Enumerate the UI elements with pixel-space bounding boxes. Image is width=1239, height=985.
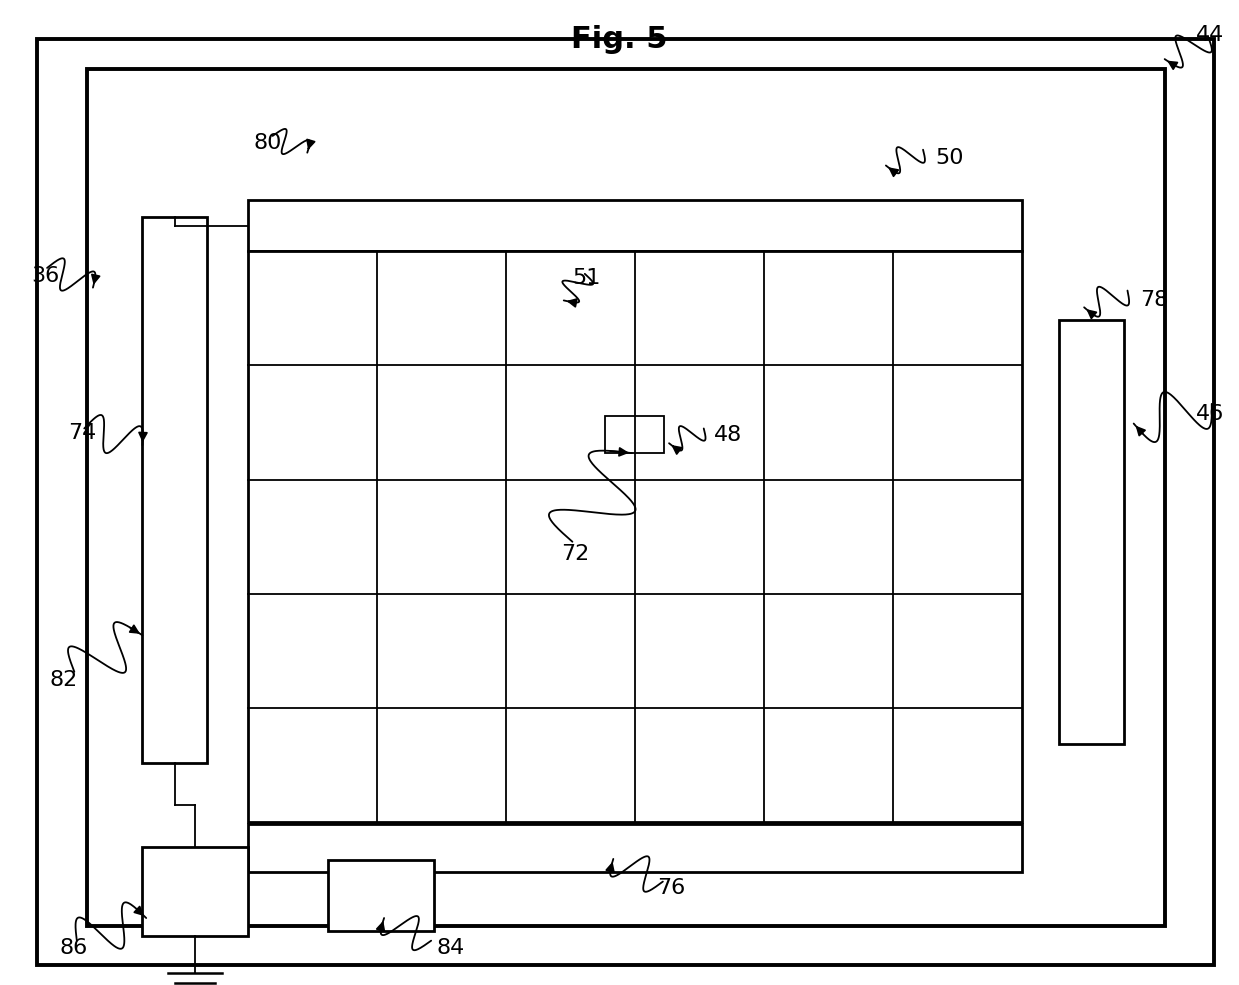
Bar (328, 860, 434, 931)
Bar (248, 200, 1022, 251)
Text: 80: 80 (254, 133, 282, 153)
Text: 48: 48 (714, 426, 742, 445)
Text: 78: 78 (1140, 291, 1168, 310)
Text: 51: 51 (572, 268, 601, 288)
Text: 86: 86 (59, 938, 88, 957)
Text: 74: 74 (68, 424, 97, 443)
Text: 50: 50 (935, 148, 964, 167)
Text: 82: 82 (50, 670, 78, 690)
Text: 46: 46 (1196, 404, 1224, 424)
Bar (248, 824, 1022, 872)
Bar (248, 251, 1022, 822)
Bar (605, 416, 664, 453)
Bar (87, 69, 1165, 926)
Text: 76: 76 (657, 879, 685, 898)
Text: 36: 36 (31, 266, 59, 286)
Bar (142, 847, 248, 936)
Text: 44: 44 (1196, 25, 1224, 44)
Text: 84: 84 (436, 938, 465, 957)
Bar (1059, 320, 1124, 744)
Bar (142, 217, 207, 763)
Text: Fig. 5: Fig. 5 (571, 25, 668, 54)
Text: 72: 72 (561, 544, 590, 563)
